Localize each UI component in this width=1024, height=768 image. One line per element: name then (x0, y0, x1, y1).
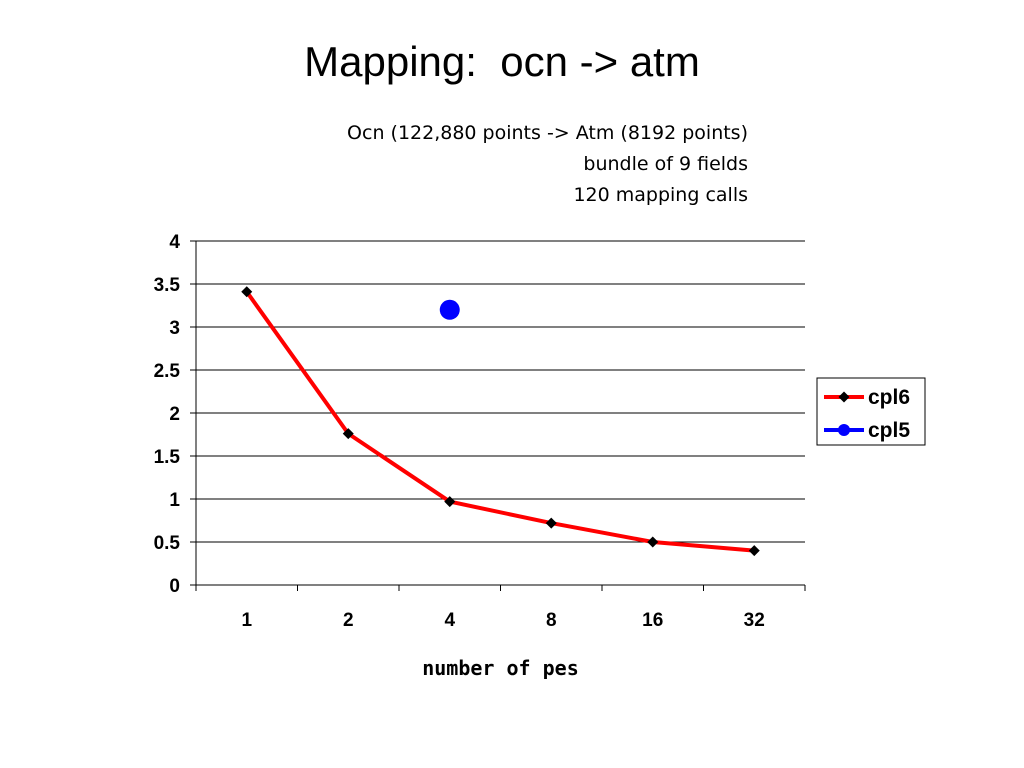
x-axis-title: number of pes (422, 656, 579, 680)
x-tick-label: 1 (241, 610, 252, 631)
x-tick-label: 16 (642, 610, 663, 631)
subtitle-line-3: 120 mapping calls (573, 184, 748, 206)
data-point-cpl6 (545, 517, 557, 529)
x-tick-labels: 1 2 4 8 16 32 (241, 610, 764, 631)
axes (190, 240, 806, 591)
legend-box (816, 377, 926, 446)
slide-title: Mapping: ocn -> atm (304, 38, 700, 85)
data-point-cpl5 (439, 299, 460, 320)
legend-marker-cpl6 (838, 391, 850, 403)
y-tick-label: 2.5 (154, 361, 181, 382)
y-tick-label: 2 (169, 404, 180, 425)
data-point-cpl6 (342, 428, 354, 440)
subtitle-line-2: bundle of 9 fields (583, 153, 748, 175)
x-tick-label: 4 (444, 610, 455, 631)
data-point-cpl6 (748, 545, 760, 557)
y-tick-label: 3.5 (154, 275, 181, 296)
legend: cpl6 cpl5 (816, 377, 926, 446)
x-tick-label: 2 (343, 610, 354, 631)
x-tick-label: 8 (546, 610, 557, 631)
y-tick-label: 1 (169, 490, 180, 511)
y-tick-label: 0.5 (154, 533, 181, 554)
legend-label-cpl6: cpl6 (868, 386, 910, 409)
y-tick-label: 0 (169, 576, 180, 597)
series-line-cpl6 (245, 290, 755, 553)
y-tick-label: 4 (169, 232, 180, 253)
legend-label-cpl5: cpl5 (868, 419, 910, 442)
data-point-cpl6 (444, 496, 456, 508)
series (241, 286, 760, 557)
subtitle-line-1: Ocn (122,880 points -> Atm (8192 points) (347, 122, 748, 144)
data-point-cpl6 (241, 286, 253, 298)
data-point-cpl6 (647, 536, 659, 548)
chart-subtitle: Ocn (122,880 points -> Atm (8192 points)… (347, 118, 748, 211)
y-tick-label: 3 (169, 318, 180, 339)
x-tick-label: 32 (744, 610, 765, 631)
legend-marker-cpl5 (838, 424, 850, 436)
y-tick-labels: 0 0.5 1 1.5 2 2.5 3 3.5 4 (154, 232, 181, 597)
y-tick-label: 1.5 (154, 447, 181, 468)
gridlines (196, 240, 805, 543)
